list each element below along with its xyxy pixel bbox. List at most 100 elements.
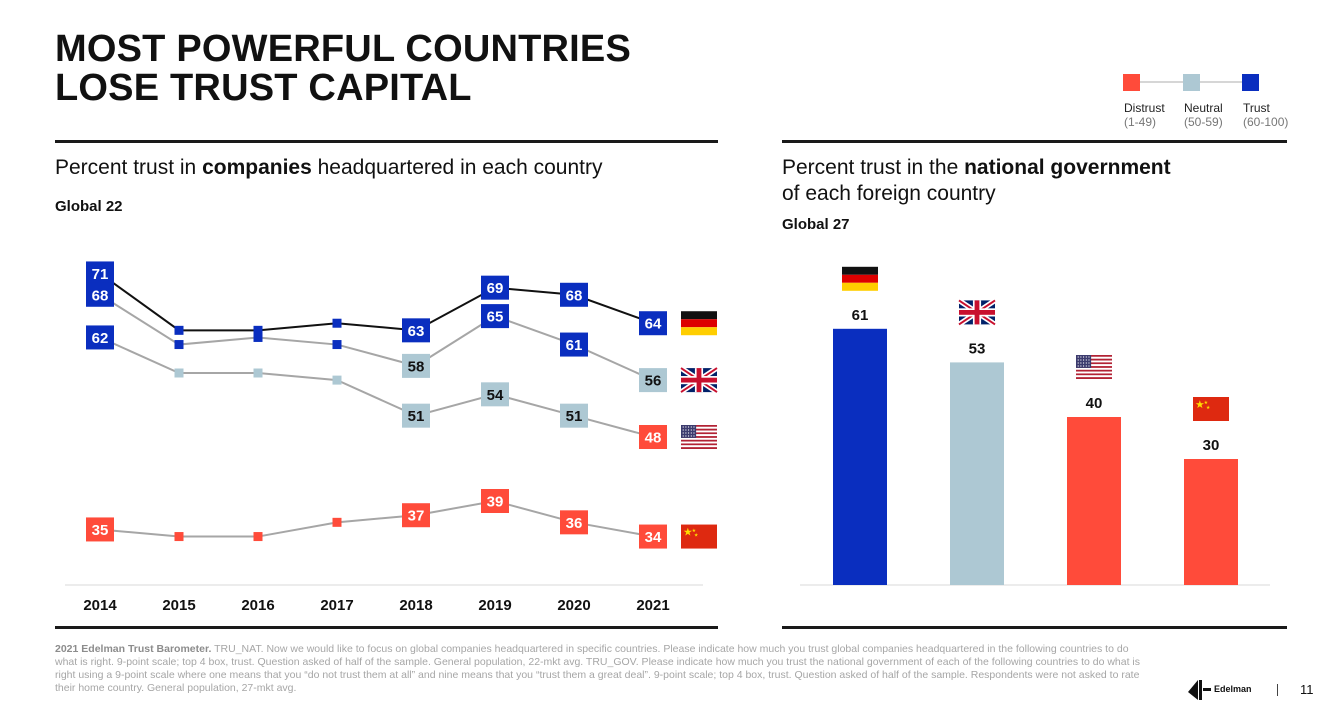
data-label: 48 [645,430,662,447]
uk-flag-icon [679,365,719,395]
legend-item-distrust: Distrust (1-49) [1124,101,1165,129]
subtitle-emphasis: national government [964,156,1171,179]
data-label: 37 [408,508,425,525]
data-point [639,368,667,393]
x-tick-label: 2019 [478,597,511,614]
legend-range: (60-100) [1243,115,1289,129]
usa-flag-icon [681,425,717,449]
data-point [332,340,342,350]
data-label: 51 [566,408,583,425]
data-point [86,261,114,286]
legend-swatch-distrust [1123,74,1140,91]
legend-label: Distrust [1124,101,1165,115]
data-point [481,275,509,300]
svg-text:★: ★ [1206,405,1210,411]
data-label: 64 [645,316,662,333]
data-point [253,325,263,335]
footnote-source: 2021 Edelman Trust Barometer. [55,643,212,655]
data-point [481,489,509,513]
x-tick-label: 2017 [320,597,353,614]
germany-flag-icon [842,266,878,291]
subtitle-text: Percent trust in [55,156,203,179]
x-tick-label: 2015 [162,597,195,614]
right-chart-subtitle: Percent trust in the national government… [782,155,1171,207]
data-point [174,532,184,542]
subtitle-emphasis: companies [202,156,312,179]
footnote: 2021 Edelman Trust Barometer. TRU_NAT. N… [55,643,1145,695]
svg-text:★: ★ [683,526,693,538]
bar-uk [950,362,1004,585]
data-label: 68 [566,287,583,304]
bar-value-label: 40 [1086,395,1103,412]
data-label: 71 [92,266,109,283]
data-label: 69 [487,280,504,297]
china-flag-icon: ★ ★★ [681,524,717,549]
page-title: MOST POWERFUL COUNTRIES LOSE TRUST CAPIT… [55,30,631,108]
legend-swatch-trust [1242,74,1259,91]
data-point [174,368,184,378]
data-point [174,340,184,350]
x-tick-label: 2014 [83,597,117,614]
left-global-label: Global 22 [55,198,123,215]
usa-flag-icon [1076,355,1112,379]
data-label: 68 [92,287,109,304]
legend-label: Trust [1243,101,1270,115]
data-label: 62 [92,330,109,347]
data-point [481,382,509,407]
left-bottom-divider [55,626,718,629]
data-label: 36 [566,515,583,532]
edelman-logo-icon [1188,680,1211,700]
data-point [560,332,588,357]
data-point [402,503,430,528]
data-point [253,532,263,542]
data-label: 51 [408,408,425,425]
x-tick-label: 2018 [399,597,432,614]
data-point [560,510,588,535]
svg-text:★: ★ [1195,399,1205,411]
data-point [253,332,263,342]
data-point [86,517,114,542]
legend-range: (1-49) [1124,115,1157,129]
data-label: 58 [408,358,425,375]
right-bottom-divider [782,626,1287,629]
legend-swatch-neutral [1183,74,1200,91]
legend-label: Neutral [1184,101,1223,115]
data-point [86,282,114,307]
bar-germany [833,328,887,585]
legend-item-neutral: Neutral (50-59) [1184,101,1223,129]
data-label: 63 [408,323,425,340]
data-label: 54 [487,387,504,404]
footnote-text: TRU_NAT. Now we would like to focus on g… [55,643,1141,694]
x-tick-label: 2016 [241,597,274,614]
data-point [332,318,342,328]
china-flag-icon: ★ ★★ [1193,397,1229,421]
subtitle-text: Percent trust in the [782,156,965,179]
data-point [639,425,667,449]
companies-line-chart: 71 63 69 68 64 68 58 65 61 56 62 51 54 51 48 35 37 39 36 34… [65,261,719,614]
bar-value-label: 30 [1203,437,1220,454]
page-number: 11 [1300,682,1314,697]
legend-range: (50-59) [1184,115,1223,129]
data-point [481,304,509,329]
title-line-2: LOSE TRUST CAPITAL [55,67,472,109]
data-point [174,325,184,335]
bar-china [1184,459,1238,585]
brand-name: Edelman [1214,684,1252,694]
data-label: 56 [645,373,662,390]
data-point [639,524,667,549]
data-point [332,517,342,527]
data-label: 34 [645,529,662,546]
data-point [402,403,430,428]
data-point [402,353,430,378]
bar-value-label: 53 [969,340,986,357]
legend-swatches [1123,74,1259,91]
government-bar-chart: 61 53 40 30 ★ ★★ [800,266,1270,586]
left-divider [55,140,718,143]
footer-separator [1277,684,1278,696]
right-divider [782,140,1287,143]
svg-text:★: ★ [1204,400,1208,406]
subtitle-text: headquartered in each country [311,156,603,179]
bar-usa [1067,417,1121,585]
data-label: 65 [487,309,504,326]
right-global-label: Global 27 [782,216,850,233]
